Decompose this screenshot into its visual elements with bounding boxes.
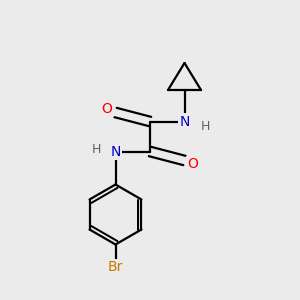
Text: O: O	[102, 102, 112, 116]
Text: N: N	[179, 115, 190, 128]
Text: H: H	[201, 120, 210, 134]
Text: H: H	[91, 142, 101, 156]
Text: Br: Br	[108, 260, 123, 274]
Text: O: O	[188, 157, 198, 171]
Text: N: N	[110, 145, 121, 158]
